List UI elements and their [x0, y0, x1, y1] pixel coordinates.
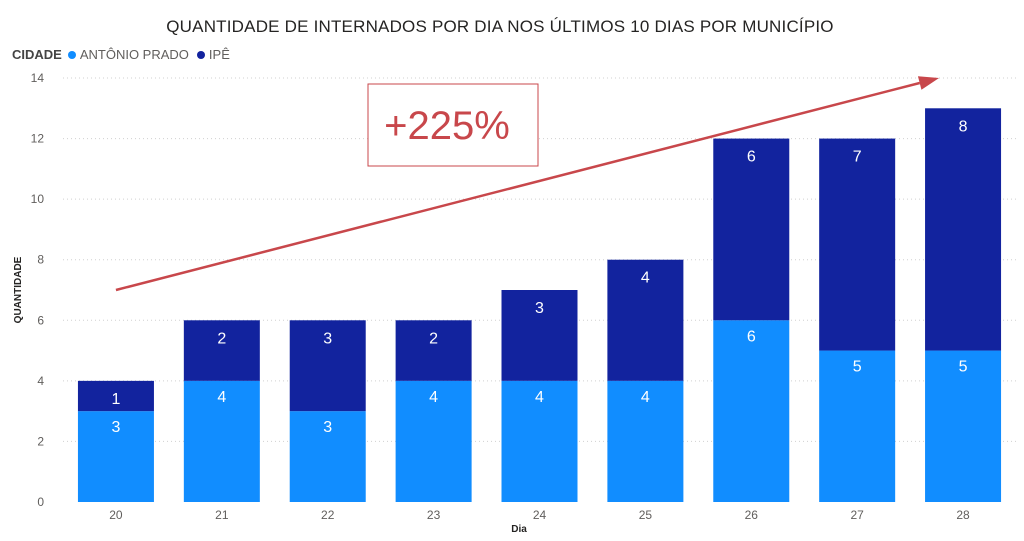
- bar-segment[interactable]: [819, 350, 896, 502]
- annotation-box: [367, 83, 539, 167]
- x-tick-label: 20: [109, 508, 123, 522]
- x-tick-label: 26: [745, 508, 759, 522]
- legend: CIDADE ANTÔNIO PRADO IPÊ: [12, 47, 238, 62]
- bar-segment[interactable]: [77, 380, 154, 412]
- legend-title: CIDADE: [12, 47, 62, 62]
- x-tick-label: 25: [639, 508, 653, 522]
- data-label: 4: [429, 389, 438, 406]
- legend-marker-icon: [196, 50, 205, 59]
- data-label: 3: [323, 419, 332, 436]
- bar-segment[interactable]: [183, 380, 260, 502]
- x-tick-label: 24: [533, 508, 547, 522]
- bar-segment[interactable]: [395, 320, 472, 381]
- bar-segment[interactable]: [819, 138, 896, 351]
- data-label: 4: [641, 389, 650, 406]
- y-axis-title: QUANTIDADE: [13, 256, 24, 323]
- data-label: 8: [959, 118, 968, 135]
- legend-marker-icon: [67, 50, 76, 59]
- data-label: 3: [535, 300, 544, 317]
- trend-arrow-head-icon: [917, 76, 940, 90]
- y-tick-label: 4: [37, 374, 44, 388]
- data-label: 2: [217, 330, 226, 347]
- bar-segment[interactable]: [607, 259, 684, 381]
- data-label: 5: [959, 359, 968, 376]
- bar-segment[interactable]: [501, 290, 578, 381]
- bar-segment[interactable]: [925, 350, 1002, 502]
- annotation: +225%: [115, 76, 940, 292]
- y-tick-label: 6: [37, 313, 44, 327]
- y-tick-label: 12: [31, 132, 45, 146]
- x-tick-label: 23: [427, 508, 441, 522]
- data-label: 4: [217, 389, 226, 406]
- bar-segment[interactable]: [395, 380, 472, 502]
- legend-label: ANTÔNIO PRADO: [79, 47, 189, 62]
- bar-segment[interactable]: [713, 320, 790, 502]
- bar-segment[interactable]: [713, 138, 790, 321]
- x-tick-label: 27: [850, 508, 864, 522]
- bar-segment[interactable]: [607, 380, 684, 502]
- x-tick-label: 21: [215, 508, 229, 522]
- y-tick-label: 8: [37, 253, 44, 267]
- data-label: 3: [323, 330, 332, 347]
- y-tick-label: 2: [37, 434, 44, 448]
- data-label: 1: [111, 391, 120, 408]
- bars: [77, 108, 1002, 502]
- chart-title: QUANTIDADE DE INTERNADOS POR DIA NOS ÚLT…: [166, 17, 834, 36]
- bar-segment[interactable]: [925, 108, 1002, 351]
- bar-segment[interactable]: [289, 320, 366, 412]
- x-tick-label: 28: [956, 508, 970, 522]
- bar-segment[interactable]: [501, 380, 578, 502]
- data-label: 6: [747, 149, 756, 166]
- data-label: 4: [641, 270, 650, 287]
- y-tick-label: 14: [31, 71, 45, 85]
- data-label: 7: [853, 149, 862, 166]
- bar-segment[interactable]: [183, 320, 260, 381]
- data-label: 6: [747, 328, 756, 345]
- data-label: 5: [853, 359, 862, 376]
- legend-label: IPÊ: [208, 47, 230, 62]
- trend-arrow: [115, 81, 920, 292]
- legend-item-ipe[interactable]: IPÊ: [196, 47, 230, 62]
- bar-segment[interactable]: [289, 411, 366, 502]
- x-axis-title: Dia: [511, 524, 527, 535]
- data-label: 4: [535, 389, 544, 406]
- annotation-text: +225%: [384, 104, 510, 148]
- y-tick-label: 10: [31, 192, 45, 206]
- legend-item-antonio-prado[interactable]: ANTÔNIO PRADO: [67, 47, 189, 62]
- y-tick-label: 0: [37, 495, 44, 509]
- data-label: 2: [429, 330, 438, 347]
- x-tick-label: 22: [321, 508, 335, 522]
- bar-segment[interactable]: [77, 411, 154, 502]
- value-labels: 3 1 4 2 3 3 4 2 4 3 4 4 6 6 5 7 5 8: [111, 118, 967, 436]
- data-label: 3: [111, 419, 120, 436]
